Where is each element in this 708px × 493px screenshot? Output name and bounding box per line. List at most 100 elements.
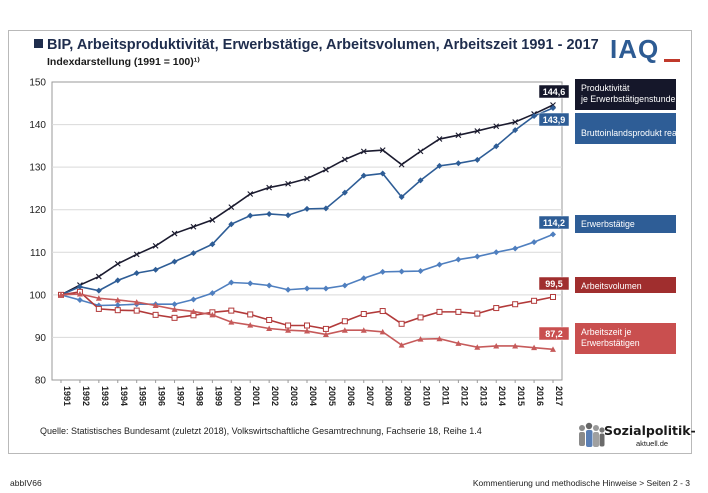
- x-tick-label: 2014: [497, 386, 507, 406]
- figure-id: abbIV66: [10, 478, 42, 488]
- title-bullet: [34, 39, 43, 48]
- end-value-label-volume: 99,5: [545, 279, 563, 289]
- point-gdp: [171, 258, 178, 265]
- point-employed: [171, 301, 178, 308]
- series-line-hours: [60, 293, 554, 351]
- point-productivity: [247, 191, 254, 197]
- point-productivity: [171, 230, 178, 237]
- x-tick-label: 2012: [459, 386, 469, 406]
- point-productivity: [341, 156, 348, 163]
- point-volume: [152, 311, 159, 318]
- point-employed: [285, 286, 292, 293]
- point-employed: [322, 285, 329, 292]
- point-volume: [379, 308, 386, 315]
- point-gdp: [133, 270, 140, 277]
- point-gdp: [322, 205, 329, 212]
- x-tick-label: 2016: [535, 386, 545, 406]
- legend-label-line: Bruttoinlandsprodukt real: [581, 128, 679, 138]
- x-tick-label: 2001: [251, 386, 261, 406]
- point-employed: [304, 285, 310, 292]
- x-tick-label: 2005: [327, 386, 337, 406]
- point-productivity: [323, 166, 329, 173]
- point-gdp: [95, 287, 102, 294]
- point-hours: [512, 342, 519, 349]
- point-hours: [114, 296, 121, 303]
- point-volume: [266, 316, 273, 323]
- point-hours: [550, 346, 556, 352]
- point-employed: [455, 256, 462, 263]
- point-volume: [474, 310, 481, 317]
- point-gdp: [247, 212, 254, 219]
- point-hours: [304, 328, 310, 334]
- x-tick-label: 2002: [270, 386, 280, 406]
- point-productivity: [114, 260, 121, 267]
- x-tick-label: 1992: [81, 386, 91, 406]
- point-employed: [228, 279, 235, 286]
- end-value-label-hours: 87,2: [545, 329, 563, 339]
- x-tick-label: 2004: [308, 386, 318, 406]
- point-volume: [531, 297, 538, 304]
- y-tick-label: 100: [29, 290, 46, 301]
- point-gdp: [531, 113, 538, 120]
- point-employed: [114, 302, 121, 309]
- legend-label-hours: Arbeitszeit je Erwerbstätigen: [581, 327, 640, 348]
- sozialpolitik-logo: Sozialpolitik- aktuell.de: [576, 418, 696, 452]
- legend-box-gdp: [575, 113, 676, 144]
- point-gdp: [114, 277, 121, 284]
- point-volume: [436, 308, 443, 315]
- iaq-logo: IAQ: [610, 34, 660, 64]
- end-label-box-volume: [538, 276, 570, 291]
- point-productivity: [152, 243, 159, 249]
- y-tick-label: 110: [30, 248, 46, 259]
- point-gdp: [304, 205, 310, 212]
- point-employed: [550, 231, 556, 238]
- point-productivity: [228, 204, 235, 211]
- point-hours: [436, 335, 443, 342]
- point-gdp: [76, 283, 83, 290]
- point-employed: [341, 282, 348, 289]
- x-tick-label: 1996: [157, 386, 167, 406]
- point-employed: [417, 268, 424, 275]
- point-volume: [228, 307, 235, 314]
- x-tick-label: 2015: [516, 386, 526, 406]
- point-hours: [76, 291, 83, 297]
- y-tick-label: 130: [29, 163, 46, 174]
- point-volume: [322, 325, 329, 332]
- point-gdp: [474, 156, 481, 163]
- point-gdp: [512, 127, 519, 134]
- legend-label-employed: Erwerbstätige: [581, 219, 635, 229]
- point-employed: [76, 296, 83, 303]
- point-volume: [304, 322, 310, 329]
- x-tick-label: 2011: [440, 386, 450, 406]
- source-note: Quelle: Statistisches Bundesamt (zuletzt…: [40, 426, 482, 436]
- point-volume: [247, 311, 254, 318]
- point-volume: [512, 301, 519, 308]
- point-employed: [493, 249, 500, 256]
- plot-area: [51, 81, 563, 381]
- x-tick-label: 1993: [100, 386, 110, 406]
- point-employed: [512, 245, 519, 252]
- point-gdp: [190, 250, 197, 257]
- x-tick-label: 2010: [422, 386, 432, 406]
- x-tick-label: 1999: [213, 386, 223, 406]
- legend-label-line: Erwerbstätige: [581, 219, 635, 229]
- point-volume: [341, 318, 348, 325]
- point-hours: [133, 299, 140, 305]
- legend-label-productivity: Produktivität je Erwerbstätigenstunde: [580, 83, 675, 104]
- y-tick-label: 90: [35, 333, 47, 344]
- legend-box-hours: [575, 323, 676, 354]
- point-employed: [266, 282, 273, 289]
- point-volume: [493, 305, 500, 312]
- legend-label-line: je Erwerbstätigenstunde: [580, 94, 675, 104]
- end-label-box-employed: [538, 215, 570, 230]
- point-gdp: [379, 170, 386, 177]
- point-gdp: [228, 221, 235, 228]
- point-gdp: [398, 193, 405, 200]
- series-line-gdp: [60, 107, 554, 296]
- point-gdp: [152, 266, 159, 273]
- point-gdp: [266, 210, 273, 217]
- y-tick-label: 150: [29, 78, 46, 89]
- point-productivity: [190, 223, 197, 230]
- x-tick-label: 2008: [384, 386, 394, 406]
- point-hours: [247, 322, 254, 328]
